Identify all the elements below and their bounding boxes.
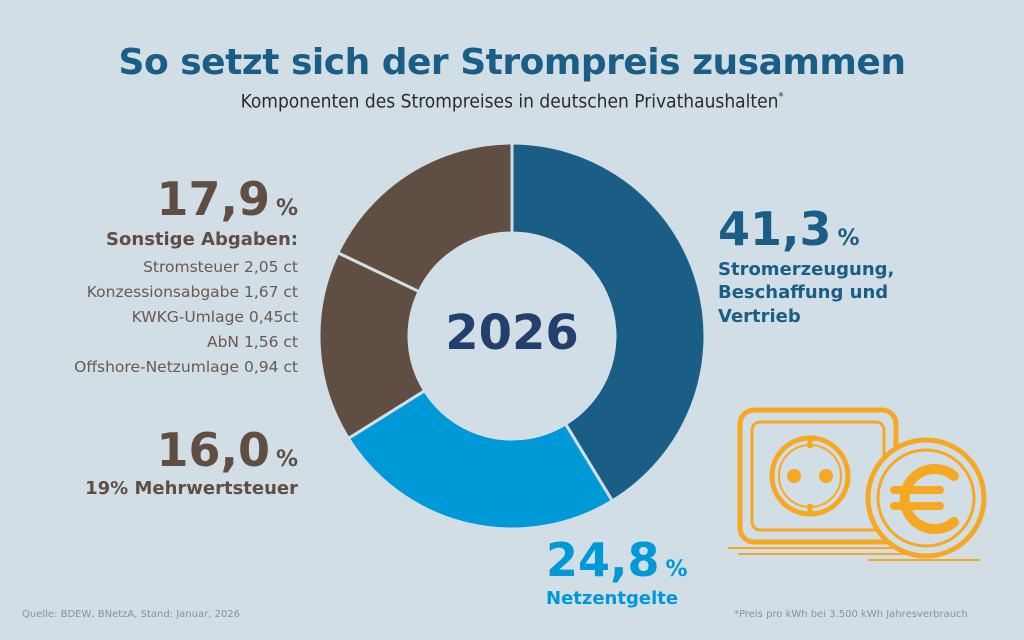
footnote: *Preis pro kWh bei 3.500 kWh Jahresverbr… (734, 609, 968, 620)
mwst-percent: 16,0% (85, 427, 298, 473)
source-note: Quelle: BDEW, BNetzA, Stand: Januar, 202… (22, 609, 241, 620)
footnote-marker: * (778, 90, 784, 103)
stromerzeugung-percent: 41,3% (718, 206, 894, 252)
socket-coin-illustration (728, 407, 987, 561)
percent-sign: % (275, 196, 298, 221)
donut-slice-sonstige-abgaben (335, 141, 514, 294)
sonstige-item: Konzessionsabgabe 1,67 ct (86, 283, 298, 302)
page-title: So setzt sich der Strompreis zusammen (118, 42, 906, 83)
center-year-label: 2026 (445, 305, 579, 361)
netzentgelte-value: 24,8 (546, 533, 660, 587)
sonstige-heading: Sonstige Abgaben: (106, 229, 298, 250)
percent-sign: % (665, 557, 688, 582)
sonstige-item: Offshore-Netzumlage 0,94 ct (74, 358, 298, 377)
stromerzeugung-line: Stromerzeugung, (718, 259, 895, 280)
stromerzeugung-line: Beschaffung und (718, 282, 889, 304)
subtitle-text: Komponenten des Strompreises in deutsche… (240, 90, 779, 113)
donut-slice-netzentgelte (346, 388, 615, 531)
stromerzeugung-line: Vertrieb (718, 305, 801, 327)
label-sonstige-abgaben: 17,9% Sonstige Abgaben: Stromsteuer 2,05… (74, 176, 298, 380)
sonstige-item: KWKG-Umlage 0,45ct (131, 308, 298, 327)
mwst-label: 19% Mehrwertsteuer (85, 478, 298, 499)
percent-sign: % (837, 226, 860, 251)
page-subtitle: Komponenten des Strompreises in deutsche… (0, 90, 1024, 112)
percent-sign: % (275, 447, 298, 472)
mwst-value: 16,0 (156, 423, 270, 477)
power-socket-icon (728, 407, 918, 555)
sonstige-item: AbN 1,56 ct (206, 333, 298, 352)
netzentgelte-percent: 24,8% (546, 537, 688, 583)
stromerzeugung-value: 41,3 (718, 202, 832, 256)
label-mehrwertsteuer: 16,0% 19% Mehrwertsteuer (85, 427, 298, 500)
label-netzentgelte: 24,8% Netzentgelte (546, 537, 688, 610)
netzentgelte-label: Netzentgelte (546, 588, 679, 609)
sonstige-item: Stromsteuer 2,05 ct (143, 258, 298, 277)
sonstige-percent: 17,9% (74, 176, 298, 222)
donut-slice-stromerzeugung-beschaffung-und-vertrieb (510, 141, 707, 503)
label-stromerzeugung: 41,3% Stromerzeugung, Beschaffung und Ve… (718, 206, 894, 328)
euro-coin-icon (865, 437, 987, 561)
sonstige-value: 17,9 (156, 172, 270, 226)
